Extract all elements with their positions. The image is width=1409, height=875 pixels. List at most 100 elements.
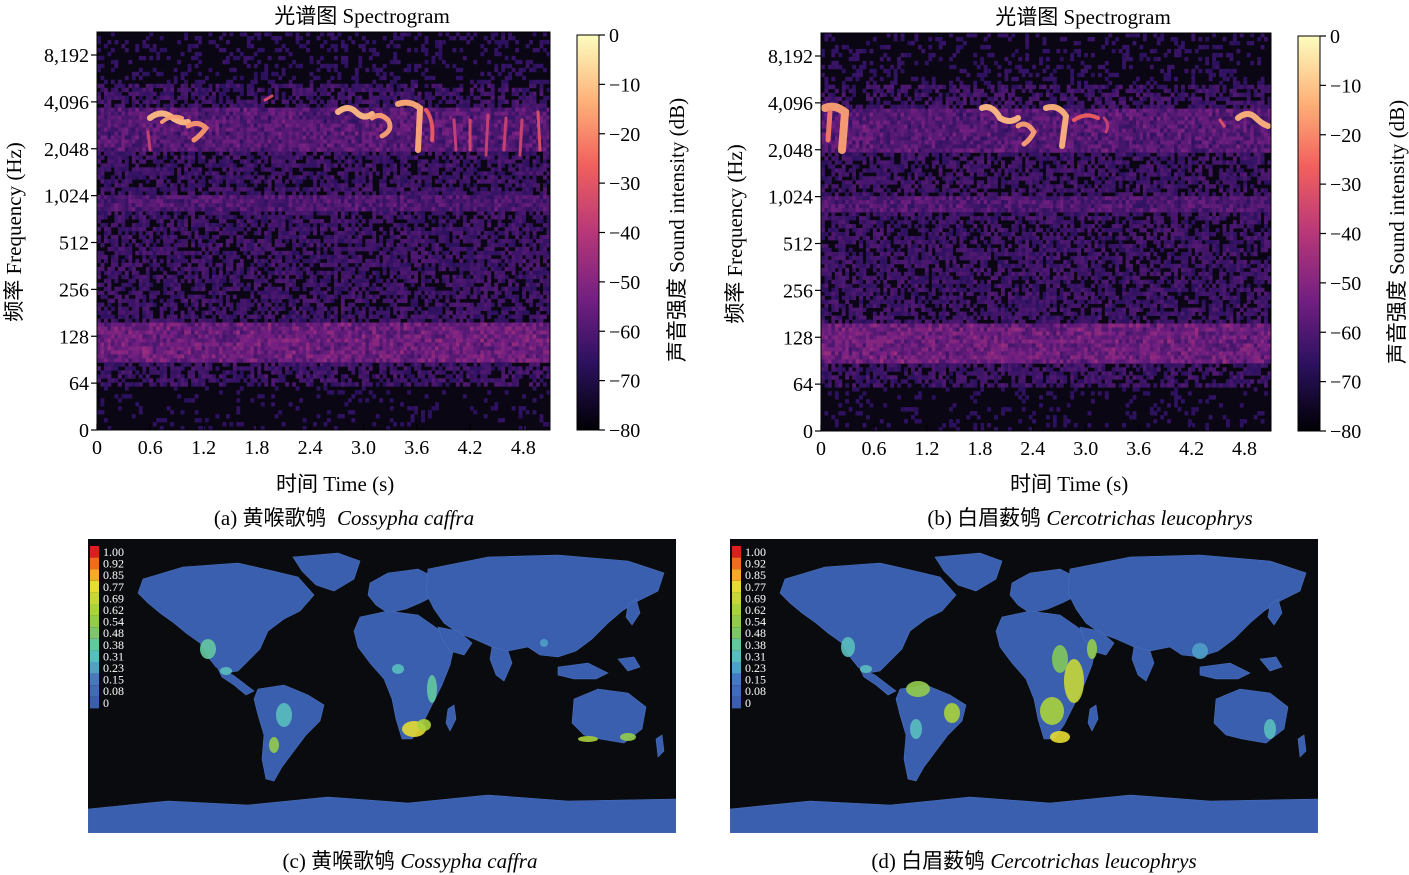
legend-label: 0.54 [103,615,124,629]
legend-label: 0.23 [103,661,124,675]
y-tick-label: 8,192 [768,46,813,68]
colorbar-tick-label: −20 [609,124,640,146]
y-tick-label: 1,024 [44,186,89,208]
suitability-legend: 1.000.920.850.770.690.620.540.480.380.31… [732,545,766,710]
legend-label: 0.23 [745,661,766,675]
legend-label: 0.62 [745,603,766,617]
legend-label: 0.92 [745,557,766,571]
y-tick-label: 4,096 [768,93,813,115]
continents [730,552,1318,833]
legend-label: 0.38 [745,638,766,652]
x-tick-label: 1.8 [967,438,992,460]
colorbar-tick-label: −70 [609,371,640,393]
panel-b-caption: (b) 白眉薮鸲 Cercotrichas leucophrys [927,506,1253,530]
y-tick-label: 256 [59,279,89,301]
suitability-hotspots [841,637,1276,743]
y-tick-label: 512 [783,234,813,256]
x-tick-label: 4.2 [458,437,483,459]
colorbar [1297,35,1321,432]
suitability-hotspots [200,639,636,753]
y-tick-label: 4,096 [44,92,89,114]
spectrogram-b: 0 0.6 1.2 1.8 2.4 3.0 3.6 4.2 4.8 0 64 128 256 512 1,0… [768,26,1361,460]
legend-label: 0.31 [103,649,124,663]
legend-label: 0.77 [745,580,766,594]
legend-label: 0.85 [745,568,766,582]
y-tick-label: 512 [59,233,89,255]
legend-label: 0.48 [103,626,124,640]
legend-label: 0.38 [103,638,124,652]
y-tick-label: 2,048 [44,139,89,161]
y-tick-label: 0 [803,421,813,443]
legend-label: 0.08 [103,684,124,698]
y-tick-label: 256 [783,280,813,302]
legend-label: 0.69 [103,591,124,605]
x-tick-label: 0 [92,437,102,459]
x-tick-label: 0.6 [138,437,163,459]
x-tick-label: 1.8 [244,437,269,459]
y-tick-label: 2,048 [768,140,813,162]
colorbar-tick-label: −60 [609,321,640,343]
legend-label: 1.00 [745,545,766,559]
colorbar-tick-label: 0 [1330,26,1340,48]
colorbar-tick-label: −50 [1330,273,1361,295]
spectrogram-a: 0 0.6 1.2 1.8 2.4 3.0 3.6 4.2 4.8 0 64 128 256 512 1,0… [44,25,640,459]
colorbar-tick-label: −30 [1330,174,1361,196]
panel-c-caption: (c) 黄喉歌鸲 Cossypha caffra [282,849,538,873]
y-tick-label: 1,024 [768,187,813,209]
colorbar-tick-label: −40 [1330,224,1361,246]
legend-label: 0 [745,696,751,710]
colorbar [576,34,600,431]
x-tick-label: 2.4 [1020,438,1045,460]
x-tick-label: 0.6 [861,438,886,460]
legend-label: 0.48 [745,626,766,640]
y-tick-label: 128 [59,326,89,348]
continents [88,552,676,833]
panel-b-colorbar-label: 声音强度 Sound intensity (dB) [1385,99,1409,365]
colorbar-tick-label: −80 [1330,421,1361,443]
x-tick-label: 4.8 [1232,438,1257,460]
panel-c-map: 1.00 0.92 0.85 0.77 0.69 0.62 0.54 0.48 0.38 0.31… [88,539,676,833]
y-tick-label: 8,192 [44,45,89,67]
y-tick-label: 64 [793,374,813,396]
y-tick-label: 128 [783,327,813,349]
legend-label: 0.69 [745,591,766,605]
colorbar-tick-label: −10 [1330,75,1361,97]
legend-label: 0.31 [745,649,766,663]
panel-b-title: 光谱图 Spectrogram [995,5,1171,29]
x-tick-label: 3.0 [1073,438,1098,460]
panel-d-map: 1.00 0.92 0.85 0.77 0.69 0.62 0.54 0.48 0.38 0.31… [730,539,1318,833]
colorbar-tick-label: −40 [609,223,640,245]
legend-label: 0.92 [103,557,124,571]
legend-label: 0.77 [103,580,124,594]
legend-label: 0.85 [103,568,124,582]
y-tick-label: 0 [79,420,89,442]
legend-label: 0.08 [745,684,766,698]
panel-a-title: 光谱图 Spectrogram [274,4,450,28]
x-tick-label: 1.2 [191,437,216,459]
suitability-legend: 1.000.920.850.770.690.620.540.480.380.31… [90,545,124,710]
x-tick-label: 1.2 [914,438,939,460]
x-tick-label: 2.4 [298,437,323,459]
colorbar-tick-label: −30 [609,173,640,195]
panel-b-xlabel: 时间 Time (s) [1010,472,1129,496]
legend-label: 0 [103,696,109,710]
legend-label: 1.00 [103,545,124,559]
y-tick-label: 64 [69,373,89,395]
x-tick-label: 3.6 [1126,438,1151,460]
colorbar-tick-label: −80 [609,420,640,442]
panel-a-ylabel: 频率 Frequency (Hz) [2,142,26,322]
panel-d-caption: (d) 白眉薮鸲 Cercotrichas leucophrys [871,849,1197,873]
colorbar-tick-label: −10 [609,74,640,96]
colorbar-tick-label: −70 [1330,372,1361,394]
panel-b-ylabel: 频率 Frequency (Hz) [723,144,747,324]
panel-a-colorbar-label: 声音强度 Sound intensity (dB) [665,97,689,363]
colorbar-tick-label: −50 [609,272,640,294]
legend-label: 0.62 [103,603,124,617]
x-tick-label: 3.0 [351,437,376,459]
panel-a-caption: (a) 黄喉歌鸲 Cossypha caffra [213,506,475,530]
x-tick-label: 3.6 [404,437,429,459]
legend-label: 0.15 [103,673,124,687]
colorbar-tick-label: −20 [1330,125,1361,147]
legend-label: 0.15 [745,673,766,687]
legend-label: 0.54 [745,615,766,629]
